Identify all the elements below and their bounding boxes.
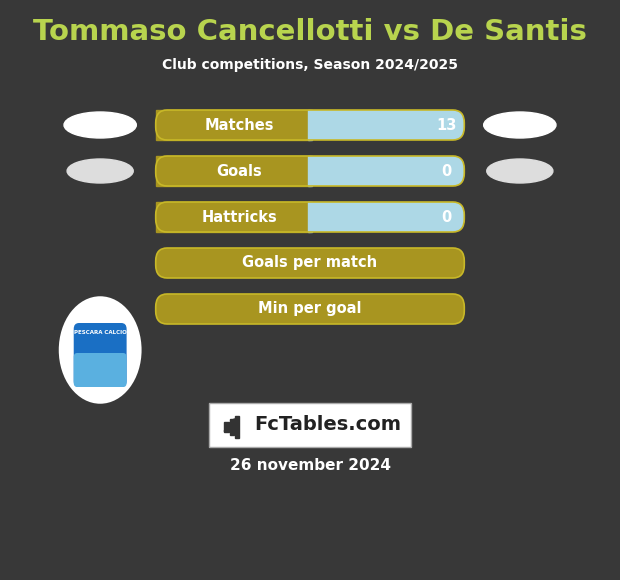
Text: FcTables.com: FcTables.com [254, 415, 401, 434]
FancyBboxPatch shape [156, 110, 464, 140]
Ellipse shape [67, 159, 133, 183]
Bar [156, 202, 310, 232]
Bar [224, 422, 229, 432]
Ellipse shape [61, 298, 140, 402]
FancyBboxPatch shape [156, 110, 464, 140]
FancyBboxPatch shape [156, 248, 464, 278]
Bar [230, 419, 234, 435]
Bar [156, 110, 310, 140]
Text: Tommaso Cancellotti vs De Santis: Tommaso Cancellotti vs De Santis [33, 18, 587, 46]
Bar [156, 156, 310, 186]
Text: 0: 0 [441, 164, 452, 179]
Bar [308, 202, 312, 232]
Text: 13: 13 [436, 118, 457, 132]
Ellipse shape [64, 112, 136, 138]
Bar [308, 156, 312, 186]
Bar [235, 416, 239, 438]
Ellipse shape [484, 112, 556, 138]
FancyBboxPatch shape [208, 403, 412, 447]
FancyBboxPatch shape [156, 202, 464, 232]
Text: Hattricks: Hattricks [201, 209, 277, 224]
Text: PESCARA CALCIO: PESCARA CALCIO [74, 329, 126, 335]
FancyBboxPatch shape [74, 323, 126, 387]
FancyBboxPatch shape [156, 294, 464, 324]
Text: Goals: Goals [216, 164, 262, 179]
FancyBboxPatch shape [156, 156, 464, 186]
FancyBboxPatch shape [156, 202, 464, 232]
Ellipse shape [487, 159, 553, 183]
Text: 26 november 2024: 26 november 2024 [229, 458, 391, 473]
Bar [308, 110, 312, 140]
FancyBboxPatch shape [74, 353, 126, 387]
Text: Matches: Matches [204, 118, 274, 132]
Text: Min per goal: Min per goal [259, 302, 361, 317]
Text: Goals per match: Goals per match [242, 256, 378, 270]
FancyBboxPatch shape [156, 156, 464, 186]
Text: Club competitions, Season 2024/2025: Club competitions, Season 2024/2025 [162, 58, 458, 72]
Text: 0: 0 [441, 209, 452, 224]
